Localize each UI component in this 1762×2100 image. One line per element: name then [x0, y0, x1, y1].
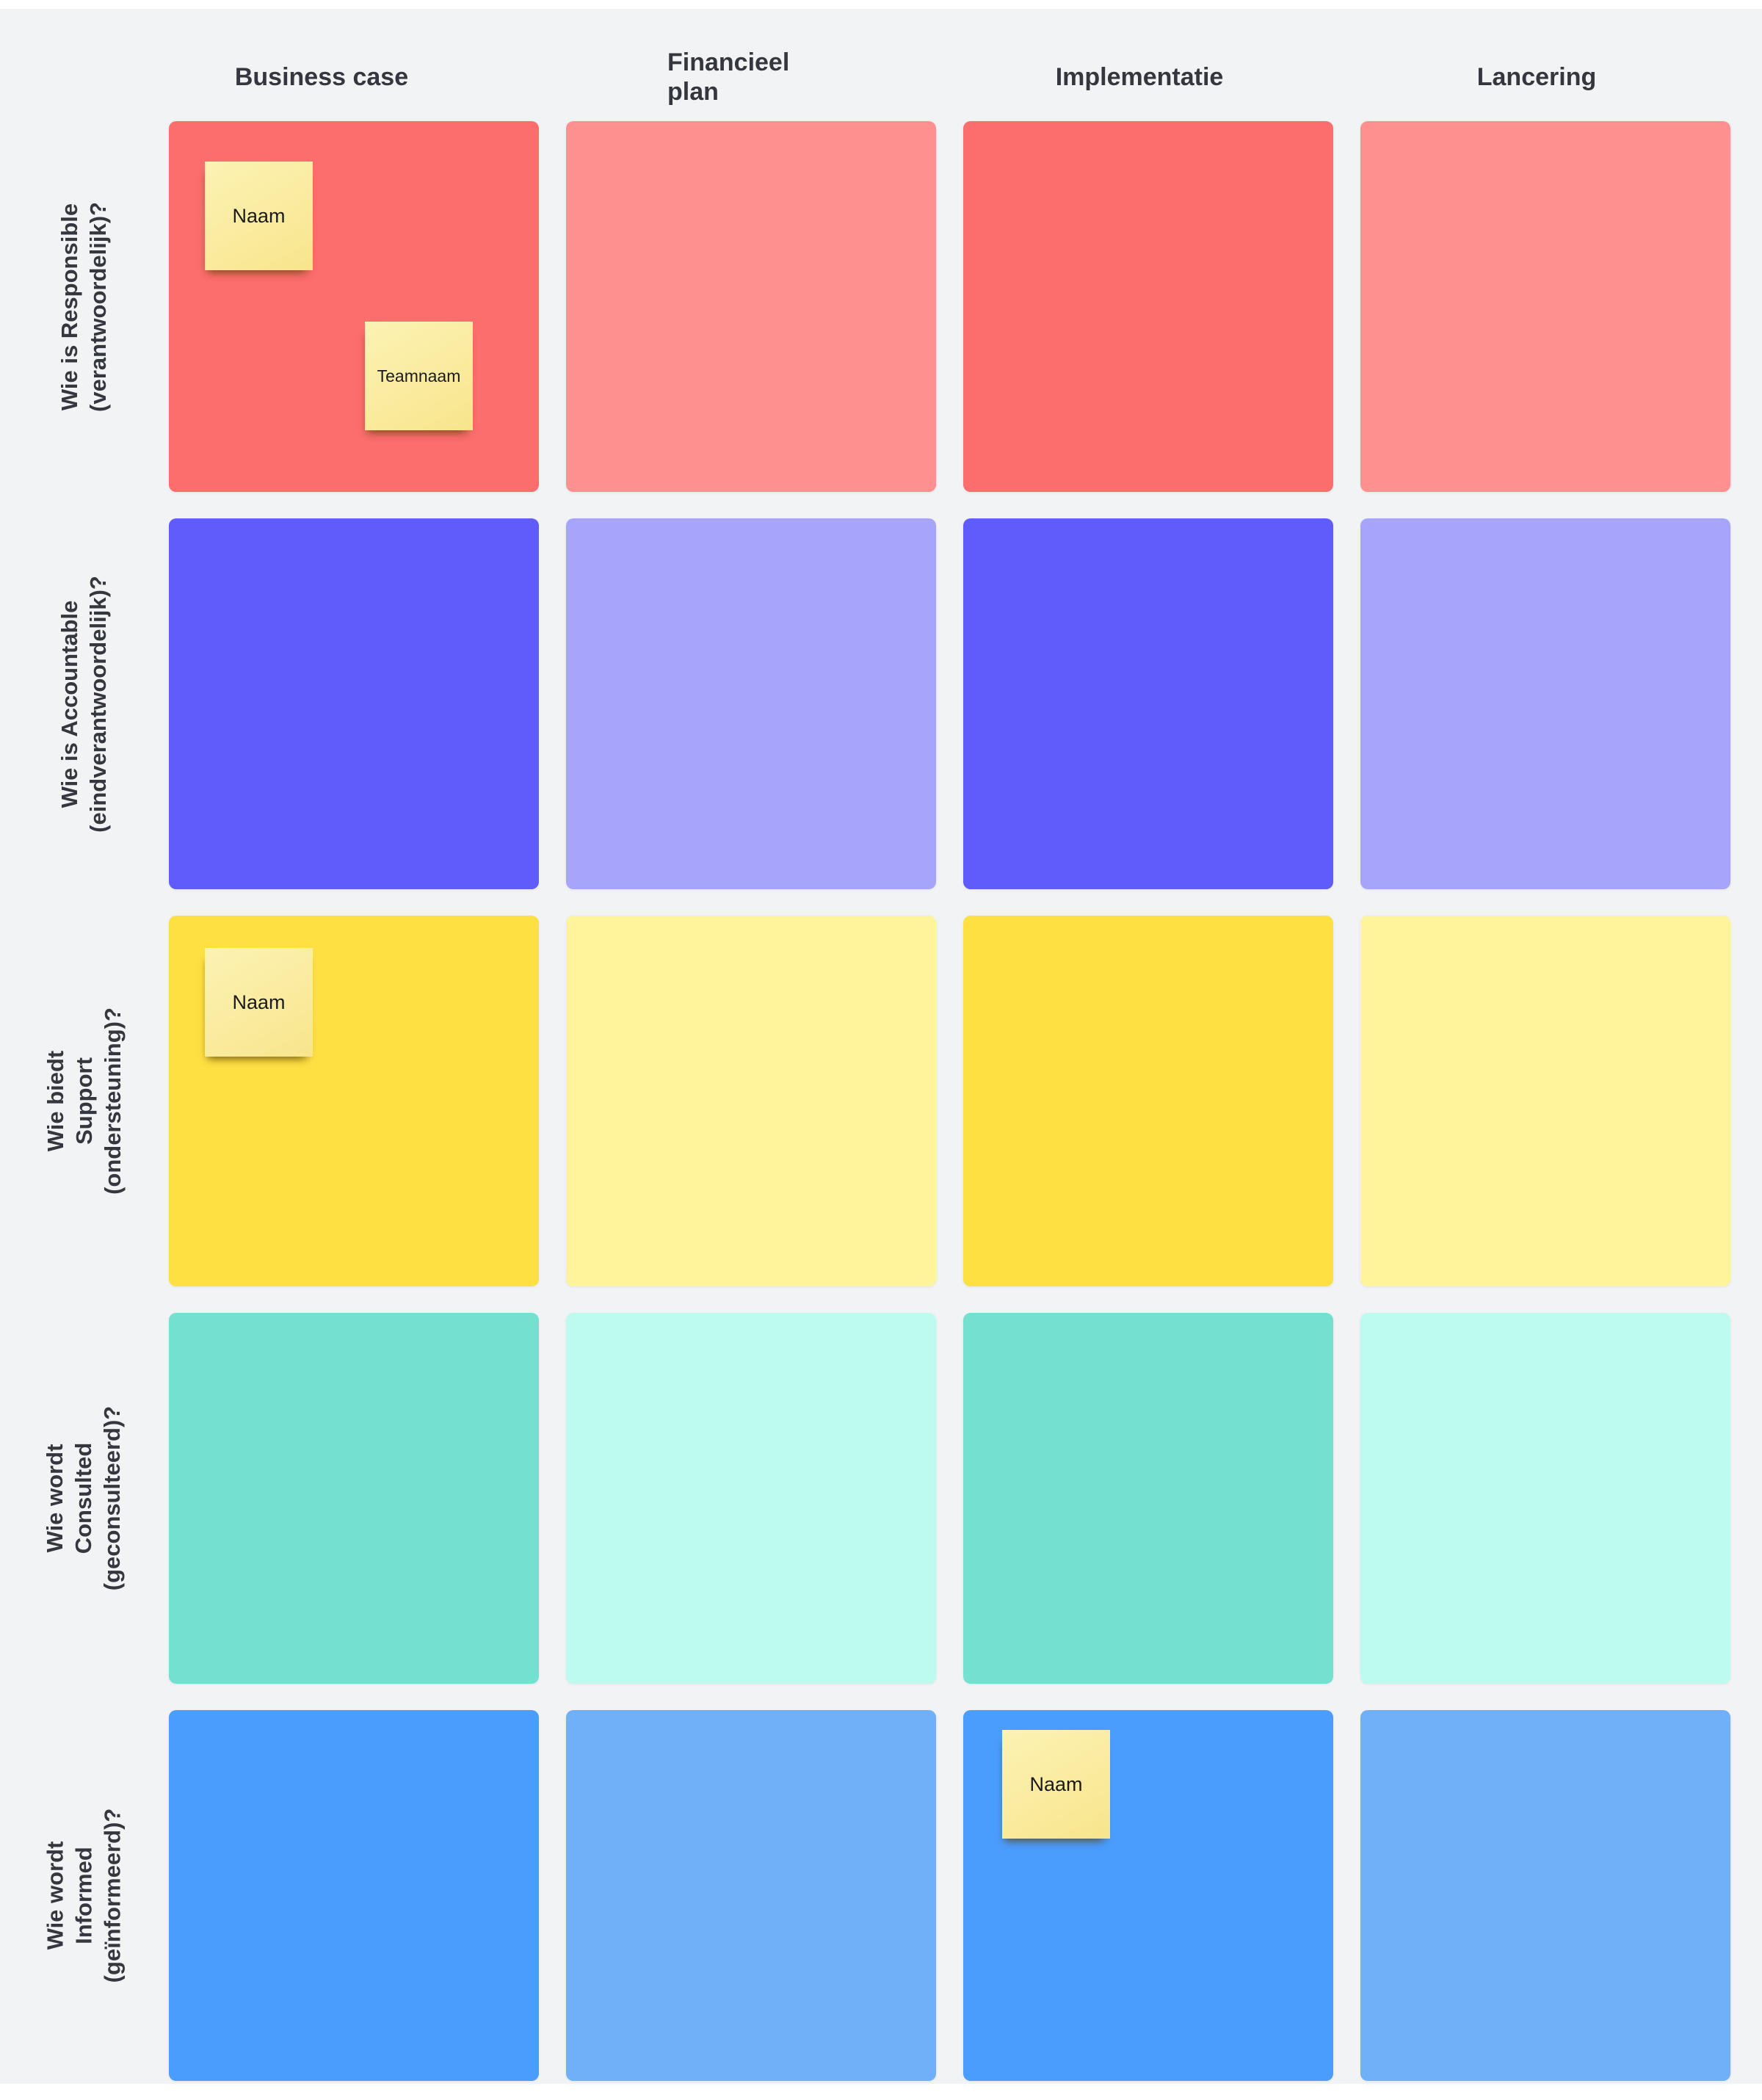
- matrix-cell-r5c1[interactable]: [169, 1710, 539, 2081]
- matrix-cell-r4c2[interactable]: [566, 1313, 936, 1684]
- row-label-wie-biedt-support-ondersteuning[interactable]: Wie biedt Support (ondersteuning)?: [41, 1007, 127, 1195]
- sticky-note-text: Teamnaam: [377, 366, 461, 385]
- board-canvas: Business case Financieel plan Implementati…: [0, 9, 1762, 2084]
- matrix-cell-r2c4[interactable]: [1360, 518, 1730, 889]
- row-label-line: (eindverantwoordelijk)?: [85, 575, 112, 833]
- row-label-line: (geïnformeerd)?: [99, 1808, 126, 1983]
- sticky-note-naam-r5c3[interactable]: Naam: [1002, 1730, 1110, 1839]
- row-label-line: Wie is Responsible: [57, 203, 82, 410]
- row-label-line: (ondersteuning)?: [99, 1007, 126, 1195]
- row-label-box: Wie is Responsible (verantwoordelijk)?: [0, 121, 167, 492]
- column-header-lancering[interactable]: Lancering: [1352, 31, 1722, 123]
- row-label-line: Wie biedt: [42, 1050, 68, 1152]
- row-label-line: Wie wordt: [42, 1841, 68, 1950]
- row-label-box: Wie wordt Informed (geïnformeerd)?: [0, 1710, 167, 2081]
- row-label-line: Informed: [70, 1847, 97, 1944]
- matrix-cell-r2c2[interactable]: [566, 518, 936, 889]
- sticky-note-naam-r3c1[interactable]: Naam: [205, 948, 313, 1057]
- row-label-line: Wie wordt: [42, 1444, 68, 1553]
- matrix-cell-r4c3[interactable]: [963, 1313, 1333, 1684]
- row-label-wie-is-responsible-verantwoordelijk[interactable]: Wie is Responsible (verantwoordelijk)?: [55, 202, 112, 412]
- row-label-line: (geconsulteerd)?: [99, 1405, 126, 1591]
- column-header-text: Business case: [234, 62, 409, 91]
- matrix-cell-r3c2[interactable]: [566, 916, 936, 1286]
- matrix-cell-r1c2[interactable]: [566, 121, 936, 492]
- sticky-note-text: Naam: [232, 204, 286, 227]
- row-label-wie-is-accountable-eindverantwoordelijk[interactable]: Wie is Accountable (eindverantwoordelijk)…: [55, 576, 112, 833]
- matrix-cell-r4c4[interactable]: [1360, 1313, 1730, 1684]
- matrix-cell-r2c3[interactable]: [963, 518, 1333, 889]
- column-header-text: Financieel plan: [667, 48, 790, 106]
- column-header-financieel-plan[interactable]: Financieel plan: [557, 31, 927, 123]
- matrix-cell-r1c3[interactable]: [963, 121, 1333, 492]
- row-label-line: Support: [70, 1057, 97, 1145]
- sticky-note-teamnaam-r1c1[interactable]: Teamnaam: [365, 322, 473, 430]
- sticky-note-text: Naam: [232, 991, 286, 1013]
- matrix-cell-r2c1[interactable]: [169, 518, 539, 889]
- row-label-box: Wie is Accountable (eindverantwoordelijk)…: [0, 518, 167, 889]
- row-label-box: Wie biedt Support (ondersteuning)?: [0, 916, 167, 1286]
- matrix-cell-r1c4[interactable]: [1360, 121, 1730, 492]
- sticky-note-naam-r1c1[interactable]: Naam: [205, 162, 313, 270]
- matrix-cell-r3c3[interactable]: [963, 916, 1333, 1286]
- column-header-business-case[interactable]: Business case: [160, 31, 530, 123]
- row-label-line: Consulted: [70, 1442, 97, 1554]
- matrix-cell-r3c4[interactable]: [1360, 916, 1730, 1286]
- column-header-text: Implementatie: [1055, 62, 1224, 91]
- row-label-box: Wie wordt Consulted (geconsulteerd)?: [0, 1313, 167, 1684]
- sticky-note-text: Naam: [1029, 1773, 1083, 1795]
- column-header-text: Lancering: [1476, 62, 1597, 91]
- matrix-cell-r5c4[interactable]: [1360, 1710, 1730, 2081]
- matrix-cell-r4c1[interactable]: [169, 1313, 539, 1684]
- row-label-line: Wie is Accountable: [57, 600, 83, 808]
- row-label-wie-wordt-informed-ge-nformeerd[interactable]: Wie wordt Informed (geïnformeerd)?: [41, 1808, 127, 1983]
- row-label-wie-wordt-consulted-geconsulteerd[interactable]: Wie wordt Consulted (geconsulteerd)?: [41, 1406, 127, 1590]
- matrix-cell-r5c2[interactable]: [566, 1710, 936, 2081]
- row-label-line: (verantwoordelijk)?: [85, 201, 111, 412]
- column-header-implementatie[interactable]: Implementatie: [954, 31, 1324, 123]
